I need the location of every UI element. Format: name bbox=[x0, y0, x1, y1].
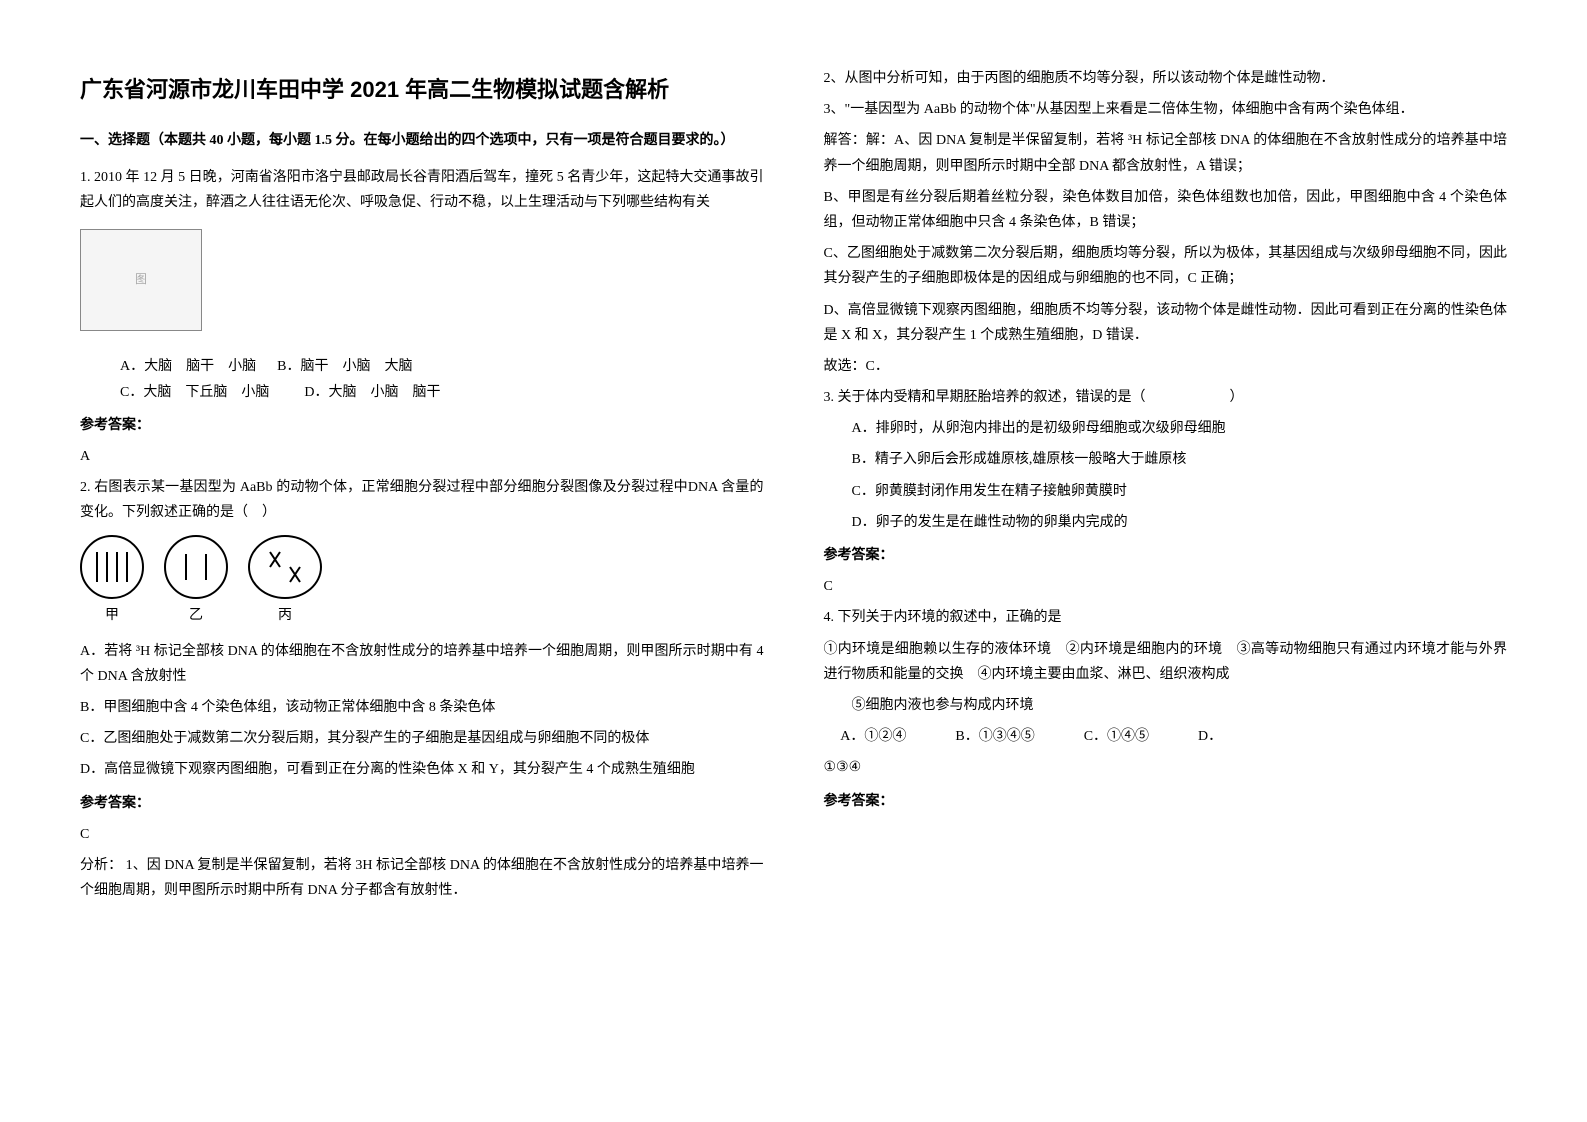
q1-image bbox=[80, 229, 202, 331]
q4-answer-label: 参考答案： bbox=[824, 789, 1508, 814]
q3-answer-label: 参考答案： bbox=[824, 543, 1508, 568]
left-column: 广东省河源市龙川车田中学 2021 年高二生物模拟试题含解析 一、选择题（本题共… bbox=[80, 60, 764, 1062]
cell-label-1: 甲 bbox=[80, 603, 144, 628]
q1-stem: 1. 2010 年 12 月 5 日晚，河南省洛阳市洛宁县邮政局长谷青阳酒后驾车… bbox=[80, 165, 764, 215]
exam-title: 广东省河源市龙川车田中学 2021 年高二生物模拟试题含解析 bbox=[80, 70, 764, 110]
q4-optA: A．①②④ bbox=[840, 729, 906, 744]
q2-answer: C bbox=[80, 822, 764, 847]
cell-circle-1 bbox=[80, 535, 144, 599]
q1-answer-label: 参考答案： bbox=[80, 413, 764, 438]
q3-stem: 3. 关于体内受精和早期胚胎培养的叙述，错误的是（ ） bbox=[824, 385, 1508, 410]
q2-stem: 2. 右图表示某一基因型为 AaBb 的动物个体，正常细胞分裂过程中部分细胞分裂… bbox=[80, 475, 764, 525]
q2-answer-label: 参考答案： bbox=[80, 791, 764, 816]
cell-label-3: 丙 bbox=[248, 603, 322, 628]
section-heading: 一、选择题（本题共 40 小题，每小题 1.5 分。在每小题给出的四个选项中，只… bbox=[80, 128, 764, 153]
col2-p2: 3、"一基因型为 AaBb 的动物个体"从基因型上来看是二倍体生物，体细胞中含有… bbox=[824, 97, 1508, 122]
q3-optB: B．精子入卵后会形成雄原核,雄原核一般略大于雌原核 bbox=[824, 447, 1508, 472]
analysis-text: 1、因 DNA 复制是半保留复制，若将 3H 标记全部核 DNA 的体细胞在不含… bbox=[80, 858, 764, 898]
q2-optC: C．乙图细胞处于减数第二次分裂后期，其分裂产生的子细胞是基因组成与卵细胞不同的极… bbox=[80, 726, 764, 751]
q3-optC: C．卵黄膜封闭作用发生在精子接触卵黄膜时 bbox=[824, 479, 1508, 504]
q2-optA: A．若将 ³H 标记全部核 DNA 的体细胞在不含放射性成分的培养基中培养一个细… bbox=[80, 639, 764, 689]
analysis-label: 分析： bbox=[80, 858, 122, 873]
q1-options: A．大脑 脑干 小脑 B．脑干 小脑 大脑 C．大脑 下丘脑 小脑 D．大脑 小… bbox=[120, 354, 764, 404]
col2-p1: 2、从图中分析可知，由于丙图的细胞质不均等分裂，所以该动物个体是雌性动物． bbox=[824, 66, 1508, 91]
q2-analysis: 分析： 1、因 DNA 复制是半保留复制，若将 3H 标记全部核 DNA 的体细… bbox=[80, 853, 764, 903]
cell-circle-2 bbox=[164, 535, 228, 599]
cell-bing: 丙 bbox=[248, 535, 322, 628]
q2-optB: B．甲图细胞中含 4 个染色体组，该动物正常体细胞中含 8 条染色体 bbox=[80, 695, 764, 720]
q3-optD: D．卵子的发生是在雌性动物的卵巢内完成的 bbox=[824, 510, 1508, 535]
q4-optC: C．①④⑤ bbox=[1084, 729, 1149, 744]
col2-p6: D、高倍显微镜下观察丙图细胞，细胞质不均等分裂，该动物个体是雌性动物．因此可看到… bbox=[824, 298, 1508, 348]
right-column: 2、从图中分析可知，由于丙图的细胞质不均等分裂，所以该动物个体是雌性动物． 3、… bbox=[824, 60, 1508, 1062]
q4-optB: B．①③④⑤ bbox=[955, 729, 1034, 744]
q4-optD: D． bbox=[1198, 729, 1222, 744]
q1-optB: B．脑干 小脑 大脑 bbox=[277, 359, 412, 374]
q1-optC: C．大脑 下丘脑 小脑 bbox=[120, 385, 269, 400]
q1-answer: A bbox=[80, 444, 764, 469]
col2-p7: 故选：C． bbox=[824, 354, 1508, 379]
q1-optA: A．大脑 脑干 小脑 bbox=[120, 359, 256, 374]
exam-page: 广东省河源市龙川车田中学 2021 年高二生物模拟试题含解析 一、选择题（本题共… bbox=[0, 0, 1587, 1122]
cell-yi: 乙 bbox=[164, 535, 228, 628]
q4-body: ①内环境是细胞赖以生存的液体环境 ②内环境是细胞内的环境 ③高等动物细胞只有通过… bbox=[824, 637, 1508, 687]
cell-circle-3 bbox=[248, 535, 322, 599]
q3-answer: C bbox=[824, 574, 1508, 599]
q1-optD: D．大脑 小脑 脑干 bbox=[304, 385, 440, 400]
col2-p4: B、甲图是有丝分裂后期着丝粒分裂，染色体数目加倍，染色体组数也加倍，因此，甲图细… bbox=[824, 185, 1508, 235]
q2-optD: D．高倍显微镜下观察丙图细胞，可看到正在分离的性染色体 X 和 Y，其分裂产生 … bbox=[80, 757, 764, 782]
q4-stem: 4. 下列关于内环境的叙述中，正确的是 bbox=[824, 605, 1508, 630]
cell-jia: 甲 bbox=[80, 535, 144, 628]
cell-label-2: 乙 bbox=[164, 603, 228, 628]
q4-optD2: ①③④ bbox=[824, 755, 1508, 780]
q4-options: A．①②④ B．①③④⑤ C．①④⑤ D． bbox=[824, 724, 1508, 749]
q3-optA: A．排卵时，从卵泡内排出的是初级卵母细胞或次级卵母细胞 bbox=[824, 416, 1508, 441]
col2-p3: 解答：解：A、因 DNA 复制是半保留复制，若将 ³H 标记全部核 DNA 的体… bbox=[824, 128, 1508, 178]
col2-p5: C、乙图细胞处于减数第二次分裂后期，细胞质均等分裂，所以为极体，其基因组成与次级… bbox=[824, 241, 1508, 291]
q2-diagram: 甲 乙 bbox=[80, 535, 764, 628]
q4-body2: ⑤细胞内液也参与构成内环境 bbox=[824, 693, 1508, 718]
